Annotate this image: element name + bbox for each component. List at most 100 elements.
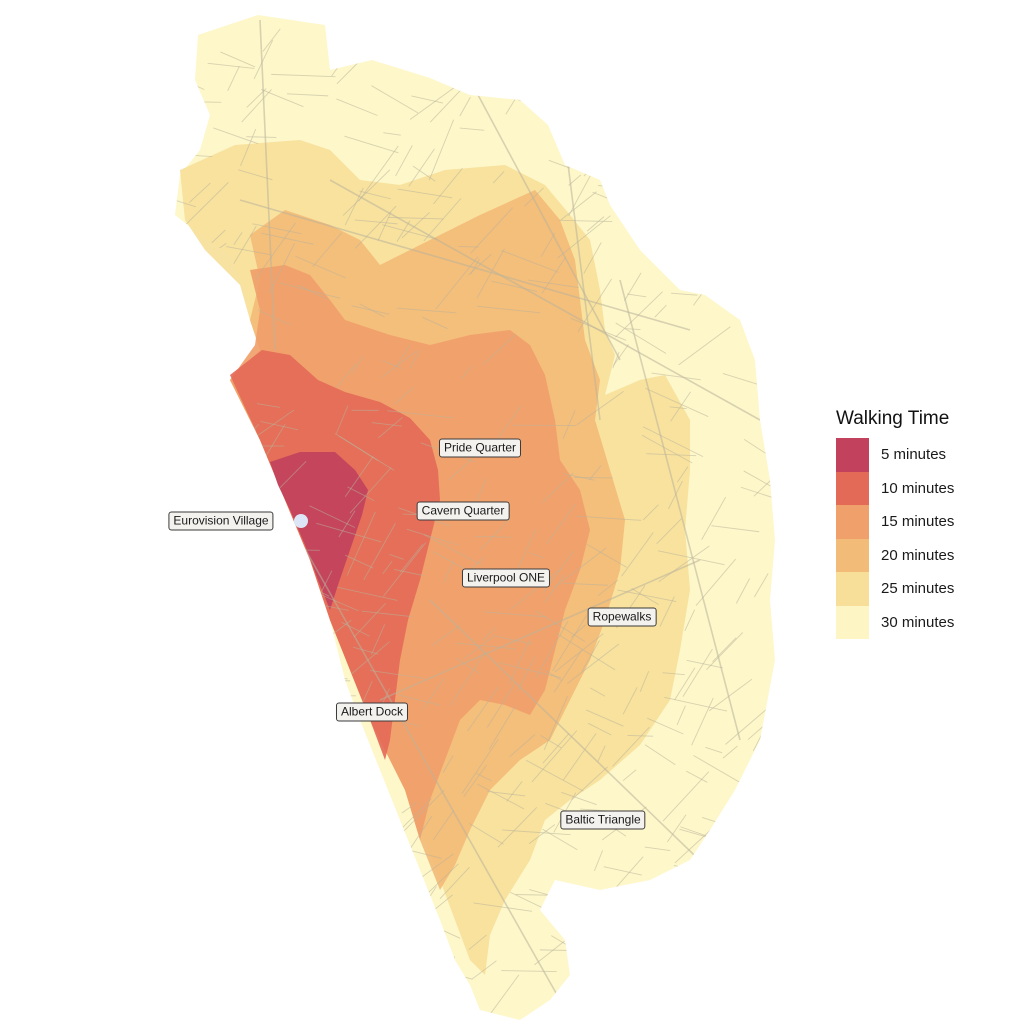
street-line <box>199 594 222 625</box>
street-line <box>312 984 349 1024</box>
street-line <box>197 433 210 467</box>
legend-label: 15 minutes <box>881 513 954 530</box>
street-line <box>261 996 283 1024</box>
street-line <box>338 1014 370 1016</box>
street-line <box>590 953 628 996</box>
street-line <box>188 540 213 603</box>
legend-item-25-minutes: 25 minutes <box>836 572 954 606</box>
street-line <box>258 553 288 573</box>
street-line <box>574 477 613 478</box>
street-line <box>715 0 746 53</box>
street-line <box>261 834 281 845</box>
street-line <box>279 836 295 838</box>
street-line <box>162 628 200 646</box>
street-line <box>192 476 224 497</box>
street-line <box>282 747 306 763</box>
street-line <box>268 685 335 704</box>
street-line <box>596 30 654 51</box>
street-line <box>635 104 658 129</box>
street-line <box>633 973 650 975</box>
street-line <box>678 895 698 927</box>
legend-label: 5 minutes <box>881 446 946 463</box>
street-line <box>527 16 568 36</box>
street-line <box>153 937 208 944</box>
street-line <box>710 237 724 249</box>
street-line <box>161 308 202 311</box>
street-line <box>158 564 205 567</box>
street-line <box>396 18 459 39</box>
street-line <box>673 869 700 912</box>
walking-time-legend: Walking Time 5 minutes 10 minutes 15 min… <box>836 408 954 639</box>
street-line <box>674 45 705 70</box>
street-line <box>319 997 382 1007</box>
street-line <box>584 159 600 176</box>
street-line <box>169 1006 205 1020</box>
label-ropewalks: Ropewalks <box>588 608 657 627</box>
legend-swatch <box>836 572 869 606</box>
street-line <box>172 616 229 646</box>
street-line <box>685 908 703 930</box>
street-line <box>305 805 319 826</box>
street-line <box>695 156 704 171</box>
street-line <box>172 760 218 805</box>
street-line <box>647 201 677 243</box>
legend-label: 20 minutes <box>881 547 954 564</box>
street-line <box>306 644 316 657</box>
street-line <box>650 911 698 959</box>
street-line <box>453 1010 484 1018</box>
street-line <box>708 227 750 251</box>
street-line <box>191 682 211 688</box>
street-line <box>663 909 713 919</box>
street-line <box>260 895 289 942</box>
street-line <box>628 52 656 55</box>
street-line <box>173 575 215 620</box>
label-pride-quarter: Pride Quarter <box>439 439 521 458</box>
street-line <box>708 884 759 924</box>
street-line <box>571 96 584 106</box>
street-line <box>588 985 620 1018</box>
legend-swatch <box>836 606 869 640</box>
street-line <box>697 925 719 961</box>
street-line <box>681 155 705 189</box>
street-line <box>590 888 633 932</box>
street-line <box>562 914 629 923</box>
street-line <box>595 894 640 901</box>
street-line <box>757 1007 802 1019</box>
label-liverpool-one: Liverpool ONE <box>462 569 550 588</box>
street-line <box>683 1000 711 1024</box>
street-line <box>180 615 190 635</box>
street-line <box>190 830 225 868</box>
street-line <box>171 857 222 864</box>
legend-item-10-minutes: 10 minutes <box>836 472 954 506</box>
street-line <box>713 852 741 896</box>
street-line <box>385 25 442 40</box>
label-cavern-quarter: Cavern Quarter <box>417 502 510 521</box>
label-baltic-triangle: Baltic Triangle <box>560 811 645 830</box>
street-line <box>738 879 751 901</box>
street-line <box>260 654 279 662</box>
street-line <box>746 808 768 834</box>
street-line <box>674 865 741 880</box>
street-line <box>206 728 232 764</box>
street-line <box>616 963 629 988</box>
legend-item-15-minutes: 15 minutes <box>836 505 954 539</box>
street-line <box>688 949 749 982</box>
street-line <box>602 101 658 115</box>
street-line <box>644 101 681 148</box>
street-line <box>650 124 675 144</box>
street-line <box>686 256 711 270</box>
street-line <box>681 212 699 231</box>
street-line <box>189 699 235 722</box>
street-line <box>738 843 773 879</box>
street-line <box>735 974 764 975</box>
street-line <box>393 924 421 938</box>
street-line <box>725 19 741 23</box>
street-line <box>230 831 262 850</box>
street-line <box>690 200 700 220</box>
street-line <box>656 927 672 929</box>
street-line <box>262 852 293 879</box>
street-line <box>751 110 766 132</box>
street-line <box>169 25 197 27</box>
street-line <box>274 593 319 620</box>
street-line <box>728 993 745 1024</box>
